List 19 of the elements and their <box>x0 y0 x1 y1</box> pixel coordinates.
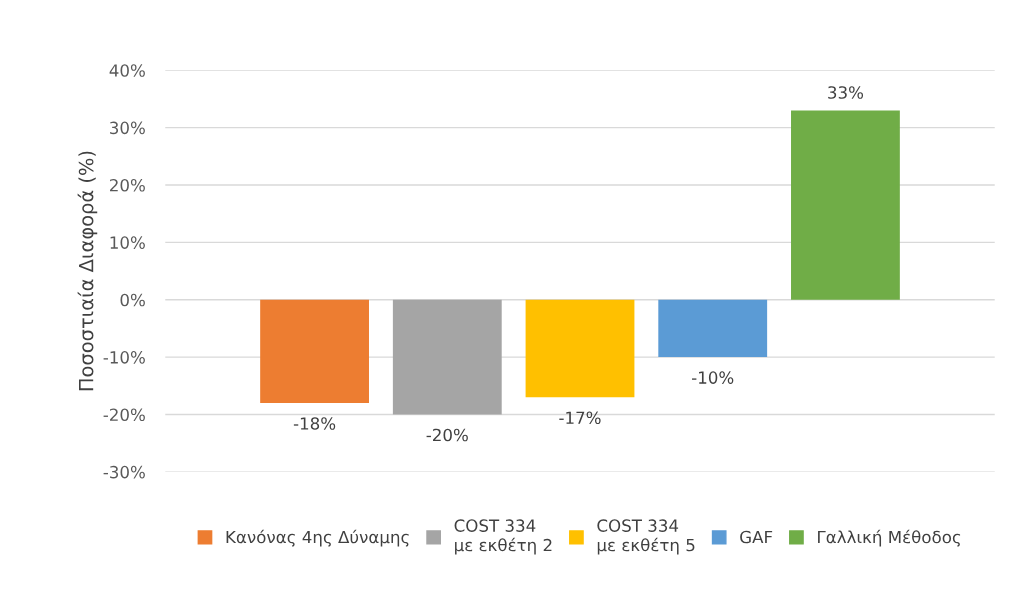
y-tick-label: -30% <box>103 465 145 479</box>
y-axis-title: Ποσοστιαία Διαφορά (%) <box>77 151 98 391</box>
y-tick-label: 40% <box>109 64 145 77</box>
legend-label: GAF <box>740 530 773 544</box>
y-tick-label: -20% <box>103 408 145 422</box>
legend-label: Γαλλική Μέθοδος <box>818 529 961 547</box>
y-tick-label: 30% <box>110 121 145 135</box>
y-tick-label: -10% <box>103 351 145 364</box>
y-tick-label: 10% <box>110 236 145 249</box>
legend-label: COST 334 με εκθέτη 5 <box>597 519 695 555</box>
data-label: -17% <box>559 411 601 425</box>
y-tick-label: 0% <box>120 293 145 307</box>
legend-label: Κανόνας 4ης Δύναμης <box>226 529 409 547</box>
data-label: 33% <box>828 86 864 99</box>
data-label: -20% <box>426 428 468 442</box>
y-tick-label: 20% <box>110 178 145 192</box>
data-label: -18% <box>293 417 336 430</box>
data-label: -10% <box>692 371 734 384</box>
legend-label: COST 334 με εκθέτη 2 <box>454 519 552 555</box>
